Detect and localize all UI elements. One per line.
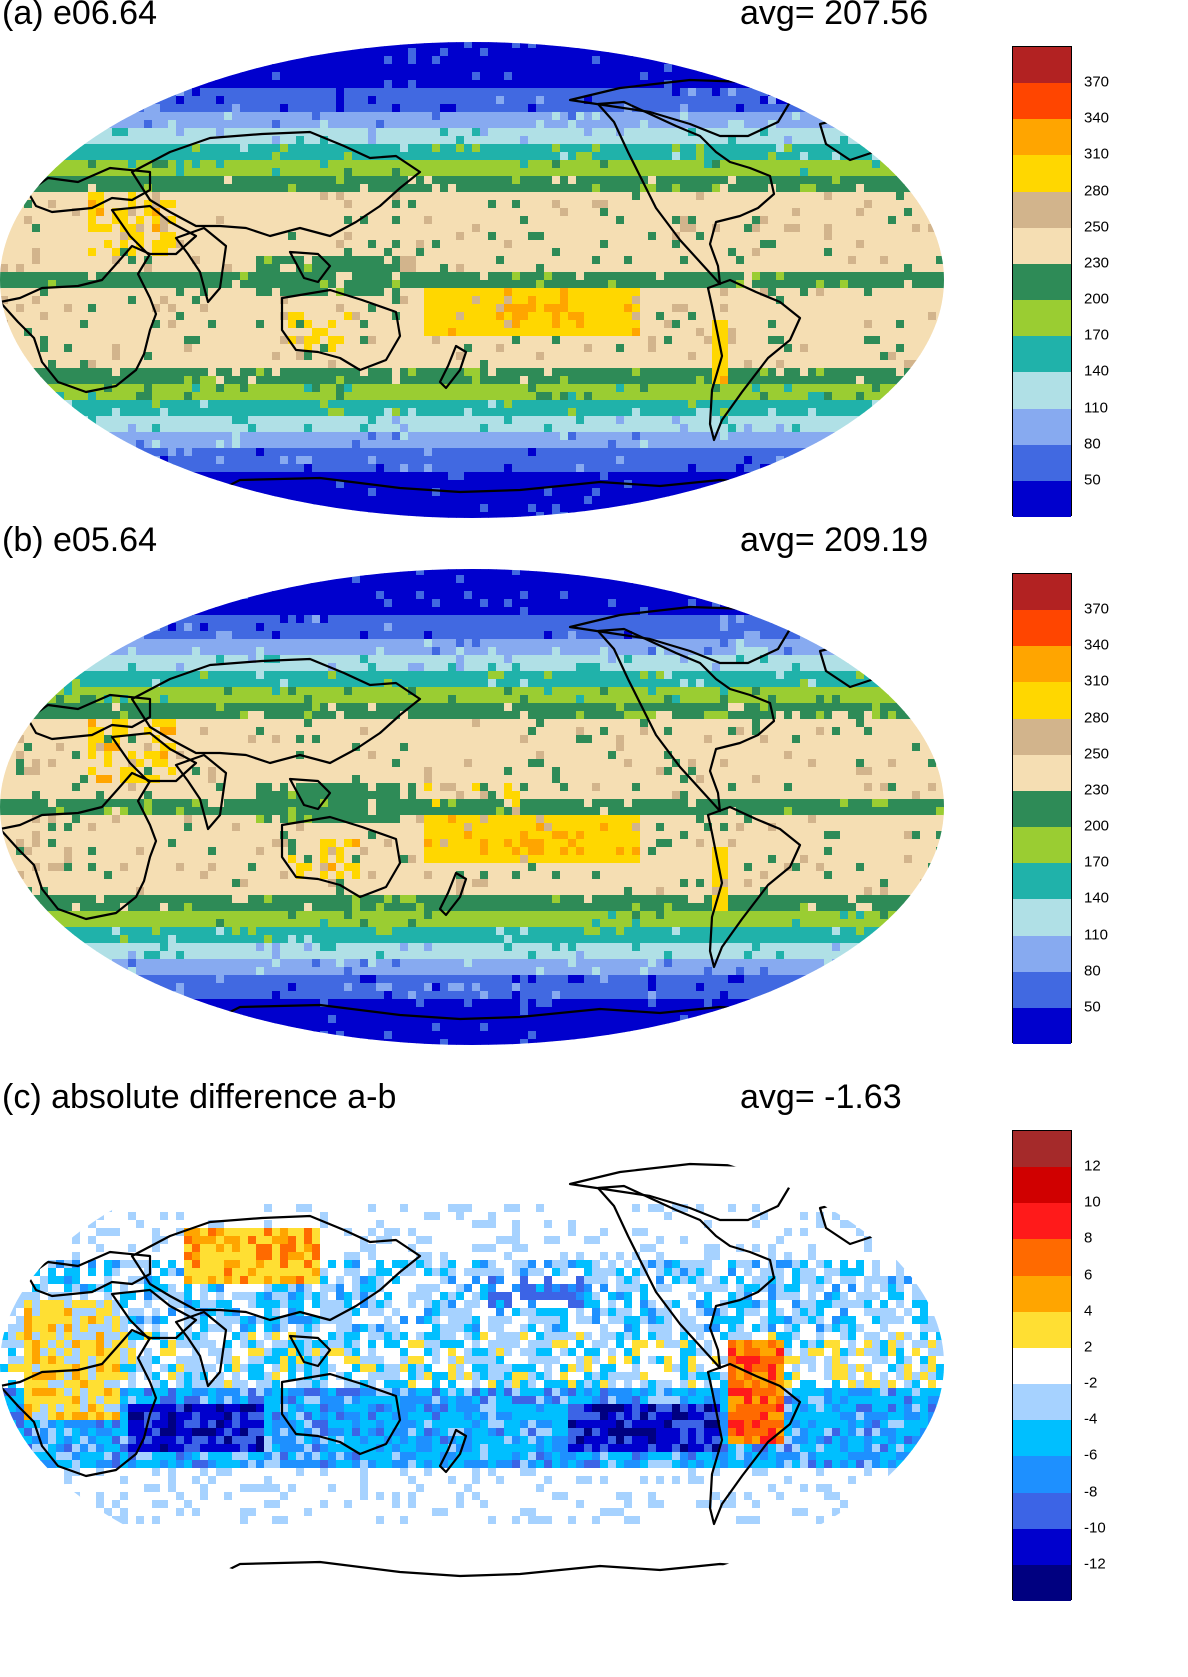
world-map	[0, 569, 944, 1045]
colorbar-tick-label: 80	[1084, 962, 1101, 979]
colorbar-swatch	[1013, 1492, 1071, 1530]
colorbar-tick-label: -4	[1084, 1411, 1097, 1428]
colorbar-swatch	[1013, 1275, 1071, 1313]
colorbar-tick-label: 340	[1084, 110, 1109, 127]
colorbar-tick-label: 110	[1084, 399, 1108, 416]
colorbar-swatch	[1013, 682, 1071, 720]
colorbar-swatch	[1013, 1347, 1071, 1385]
colorbar-tick-label: -10	[1084, 1519, 1106, 1536]
colorbar-tick-label: 140	[1084, 363, 1109, 380]
colorbar-swatch	[1013, 155, 1071, 193]
colorbar-swatch	[1013, 1131, 1071, 1168]
panel-a: (a) e06.64 avg= 207.56 370 340 310 280 250 23…	[0, 0, 1188, 545]
colorbar-tick-label: -12	[1084, 1555, 1106, 1572]
colorbar-tick-label: 12	[1084, 1158, 1101, 1175]
colorbar-tick-label: 280	[1084, 709, 1109, 726]
colorbar-tick-label: 6	[1084, 1266, 1092, 1283]
colorbar-tick-label: 370	[1084, 74, 1109, 91]
colorbar-swatch	[1013, 754, 1071, 792]
colorbar-tick-label: 50	[1084, 998, 1101, 1015]
colorbar-tick-label: 340	[1084, 637, 1109, 654]
colorbar-tick-label: 170	[1084, 327, 1109, 344]
colorbar-swatch	[1013, 1420, 1071, 1457]
colorbar-tick-label: 2	[1084, 1338, 1092, 1355]
panel-title: (b) e05.64	[2, 521, 157, 560]
colorbar-tick-label: 140	[1084, 890, 1109, 907]
colorbar-tick-label: -6	[1084, 1447, 1097, 1464]
colorbar-swatch	[1013, 444, 1071, 482]
colorbar-tick-label: 110	[1084, 926, 1108, 943]
colorbar-box	[1012, 1130, 1072, 1602]
colorbar-swatch	[1013, 1007, 1071, 1045]
colorbar-swatch	[1013, 119, 1071, 156]
colorbar-swatch	[1013, 1311, 1071, 1349]
colorbar-tick-label: -2	[1084, 1375, 1097, 1392]
colorbar-tick-label: 8	[1084, 1230, 1092, 1247]
colorbar-swatch	[1013, 1167, 1071, 1204]
colorbar-swatch	[1013, 191, 1071, 229]
panel-average: avg= 209.19	[740, 521, 928, 560]
panel-c: (c) absolute difference a-b avg= -1.63 1…	[0, 1078, 1188, 1629]
colorbar-swatch	[1013, 574, 1071, 611]
colorbar-swatch	[1013, 827, 1071, 864]
colorbar-tick-label: 50	[1084, 471, 1101, 488]
colorbar-swatch	[1013, 646, 1071, 683]
colorbar-swatch	[1013, 610, 1071, 647]
colorbar-tick-label: -8	[1084, 1483, 1097, 1500]
colorbar-tick-label: 280	[1084, 182, 1109, 199]
colorbar-swatch	[1013, 372, 1071, 410]
colorbar-swatch	[1013, 1564, 1071, 1602]
colorbar-tick-label: 200	[1084, 291, 1109, 308]
colorbar-swatch	[1013, 790, 1071, 828]
panel-average: avg= 207.56	[740, 0, 928, 33]
colorbar-box	[1012, 573, 1072, 1045]
colorbar-tick-label: 250	[1084, 218, 1109, 235]
field-grid	[0, 569, 944, 1045]
colorbar-tick-label: 200	[1084, 818, 1109, 835]
panel-b: (b) e05.64 avg= 209.19 370 340 310 280 250 23…	[0, 521, 1188, 1072]
panel-title: (c) absolute difference a-b	[2, 1078, 396, 1117]
panel-average: avg= -1.63	[740, 1078, 902, 1117]
world-map	[0, 1126, 944, 1602]
colorbar-tick-label: 310	[1084, 146, 1109, 163]
colorbar-tick-label: 250	[1084, 745, 1109, 762]
colorbar-tick-label: 230	[1084, 254, 1109, 271]
colorbar-swatch	[1013, 1456, 1071, 1494]
colorbar-swatch	[1013, 863, 1071, 900]
colorbar-box	[1012, 46, 1072, 518]
colorbar-tick-label: 80	[1084, 435, 1101, 452]
colorbar-tick-label: 170	[1084, 854, 1109, 871]
colorbar: 370 340 310 280 250 230 200 170 140 110 80 50	[1012, 573, 1172, 1045]
colorbar-swatch	[1013, 971, 1071, 1009]
colorbar-tick-label: 10	[1084, 1194, 1101, 1211]
colorbar-swatch	[1013, 83, 1071, 120]
colorbar-swatch	[1013, 47, 1071, 84]
panel-title: (a) e06.64	[2, 0, 157, 33]
colorbar-swatch	[1013, 718, 1071, 756]
colorbar-swatch	[1013, 227, 1071, 265]
colorbar-swatch	[1013, 1384, 1071, 1421]
world-map	[0, 42, 944, 518]
colorbar-tick-label: 370	[1084, 601, 1109, 618]
colorbar-tick-label: 230	[1084, 781, 1109, 798]
colorbar-swatch	[1013, 1203, 1071, 1240]
colorbar-swatch	[1013, 263, 1071, 301]
colorbar-tick-label: 310	[1084, 673, 1109, 690]
colorbar-swatch	[1013, 480, 1071, 518]
colorbar-swatch	[1013, 935, 1071, 973]
colorbar-swatch	[1013, 899, 1071, 937]
colorbar-swatch	[1013, 1528, 1071, 1566]
colorbar-swatch	[1013, 408, 1071, 446]
colorbar-tick-label: 4	[1084, 1302, 1092, 1319]
colorbar-swatch	[1013, 1239, 1071, 1277]
colorbar-swatch	[1013, 300, 1071, 337]
colorbar: 370 340 310 280 250 230 200 170 140 110 80 50	[1012, 46, 1172, 518]
colorbar-swatch	[1013, 336, 1071, 373]
colorbar: 12 10 8 6 4 2 -2 -4 -6 -8 -10 -12	[1012, 1130, 1172, 1602]
